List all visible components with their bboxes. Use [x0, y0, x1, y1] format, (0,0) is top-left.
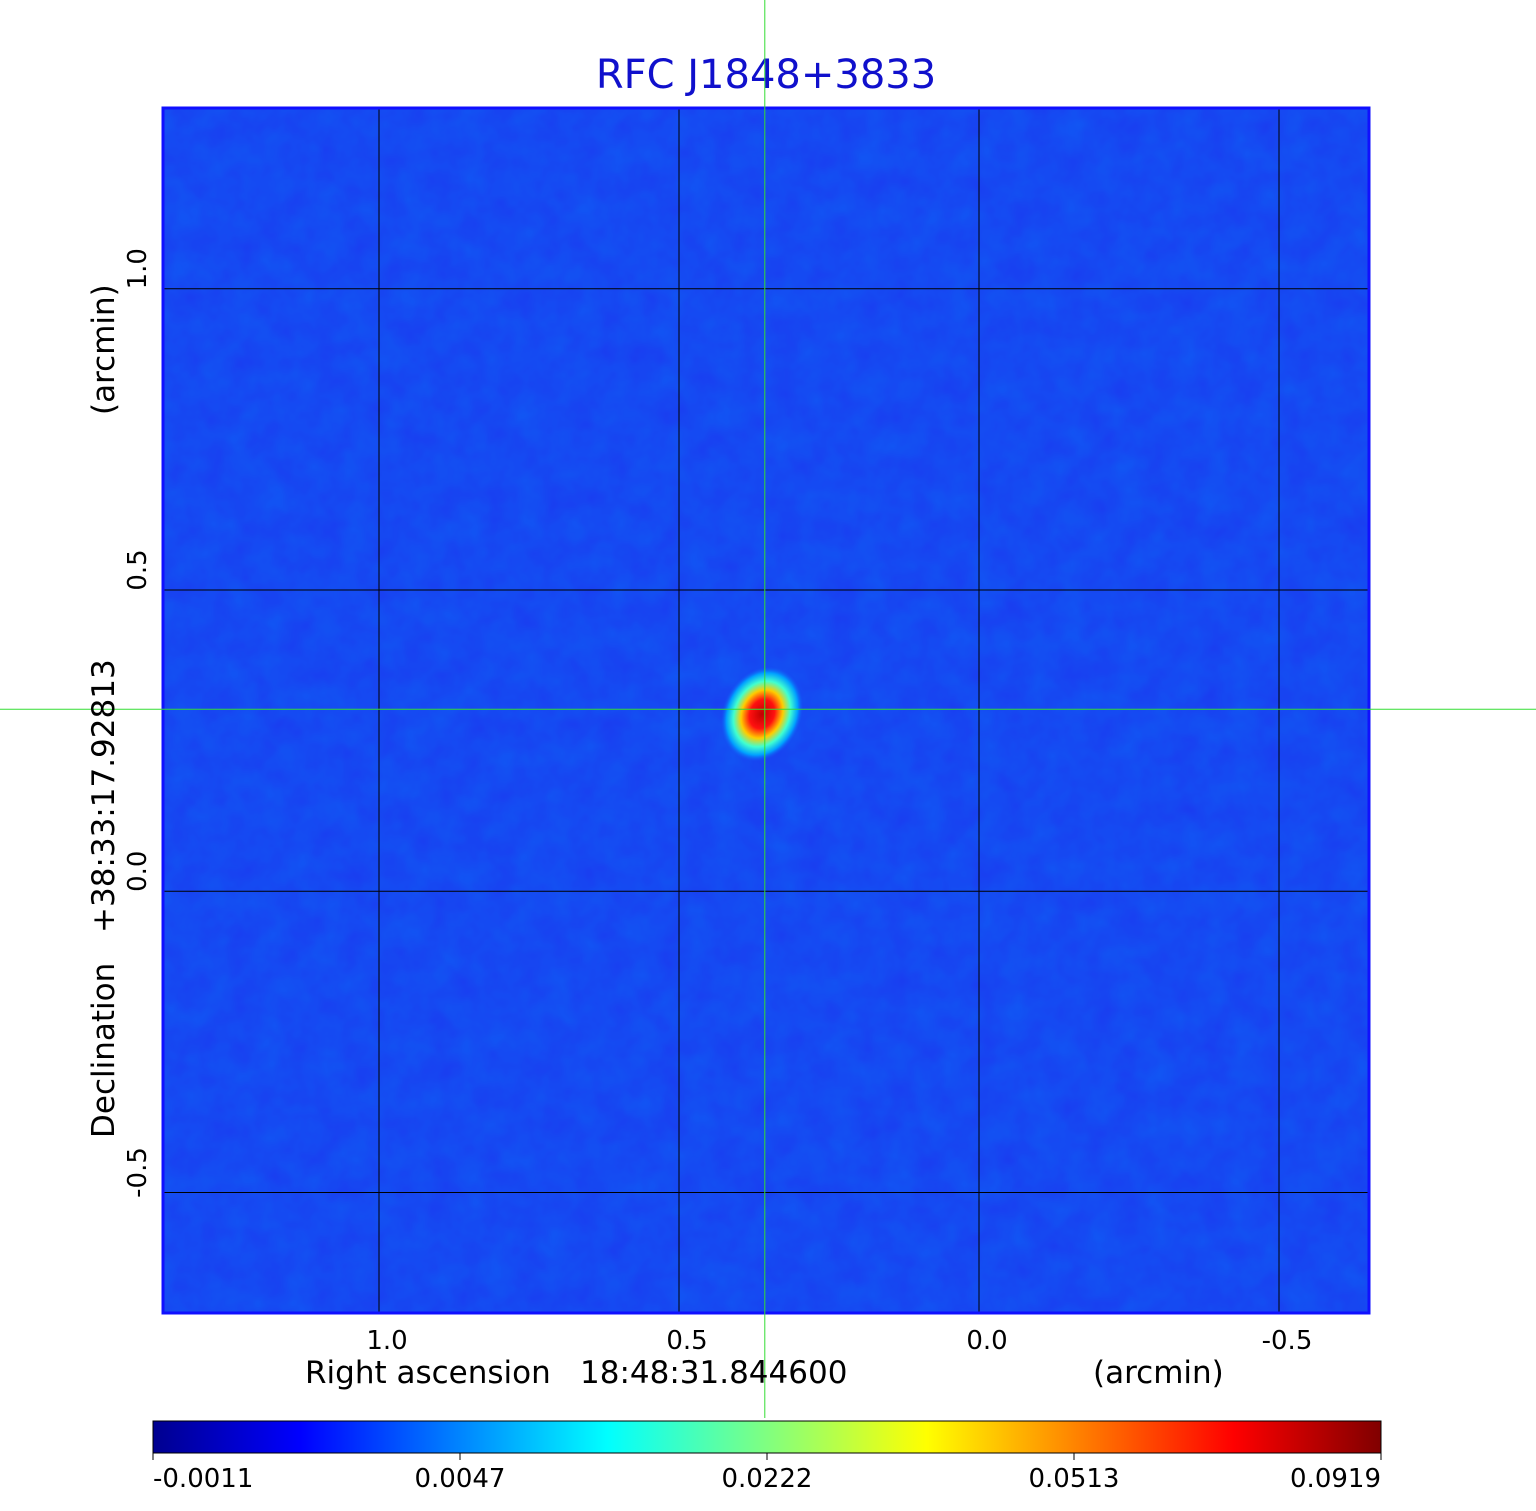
colorbar: -0.0011 0.0047 0.0222 0.0513 0.0919	[152, 1420, 1382, 1494]
y-axis-unit: (arcmin)	[86, 284, 122, 415]
x-tick-label: 0.0	[966, 1326, 1007, 1356]
y-tick-labels: 1.0 0.5 0.0 -0.5	[123, 248, 153, 1198]
x-tick-label: 1.0	[366, 1326, 407, 1356]
colorbar-tick-label: 0.0222	[722, 1464, 813, 1494]
plot-area	[161, 106, 1371, 1315]
x-tick-labels: 1.0 0.5 0.0 -0.5	[366, 1326, 1312, 1356]
y-axis-name: Declination	[86, 963, 122, 1138]
colorbar-tick-label: -0.0011	[153, 1464, 253, 1494]
x-tick-label: -0.5	[1262, 1326, 1313, 1356]
x-axis-name: Right ascension	[305, 1355, 551, 1391]
x-tick-label: 0.5	[666, 1326, 707, 1356]
grid-lines	[163, 108, 1369, 1313]
x-axis-reference-value: 18:48:31.844600	[580, 1355, 847, 1391]
chart-title: RFC J1848+3833	[596, 52, 936, 98]
y-tick-label: -0.5	[123, 1147, 153, 1198]
colorbar-tick-label: 0.0919	[1290, 1464, 1381, 1494]
plot-frame	[161, 106, 1371, 1315]
x-axis-label: Right ascension 18:48:31.844600 (arcmin)	[305, 1355, 1224, 1391]
crosshair	[0, 0, 1536, 1418]
source-peak	[720, 665, 804, 763]
colorbar-tick-label: 0.0513	[1029, 1464, 1120, 1494]
y-tick-label: 1.0	[123, 248, 153, 289]
y-axis-reference-value: +38:33:17.92813	[86, 659, 122, 933]
y-tick-label: 0.5	[123, 549, 153, 590]
y-axis-label: Declination +38:33:17.92813 (arcmin)	[86, 284, 122, 1138]
colorbar-gradient	[152, 1420, 1382, 1454]
colorbar-tick-labels: -0.0011 0.0047 0.0222 0.0513 0.0919	[152, 1453, 1382, 1494]
x-axis-unit: (arcmin)	[1093, 1355, 1224, 1391]
colorbar-tick-label: 0.0047	[415, 1464, 506, 1494]
y-tick-label: 0.0	[123, 851, 153, 892]
